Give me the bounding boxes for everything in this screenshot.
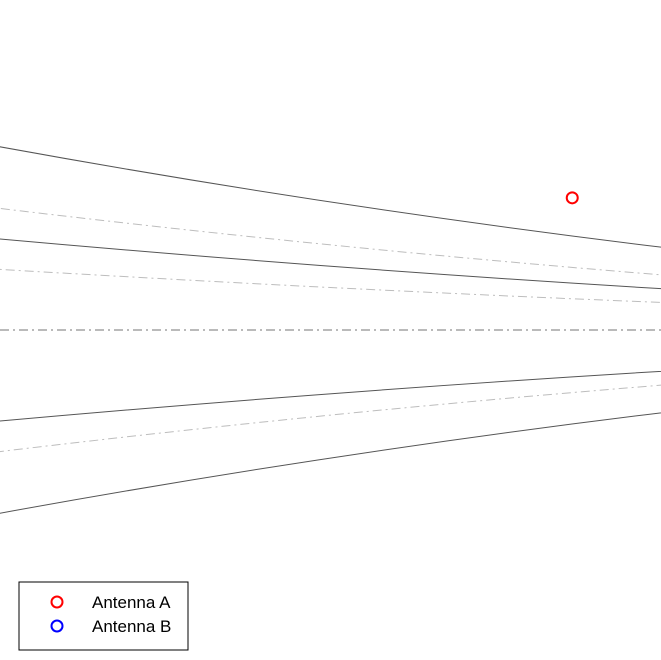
legend-label-antenna-b: Antenna B xyxy=(92,617,171,636)
legend-box xyxy=(18,581,189,651)
reactance-arc xyxy=(0,232,661,284)
legend: Antenna A Antenna B xyxy=(18,581,189,651)
legend-marker-antenna-a xyxy=(50,595,64,609)
legend-label-antenna-a: Antenna A xyxy=(92,593,171,612)
data-points xyxy=(565,191,579,205)
minor-reactance-arc xyxy=(0,260,661,295)
minor-reactance-arc xyxy=(0,206,661,273)
legend-marker-antenna-b xyxy=(50,619,64,633)
data-point-antenna-a xyxy=(565,191,579,205)
reactance-arc xyxy=(0,144,661,248)
